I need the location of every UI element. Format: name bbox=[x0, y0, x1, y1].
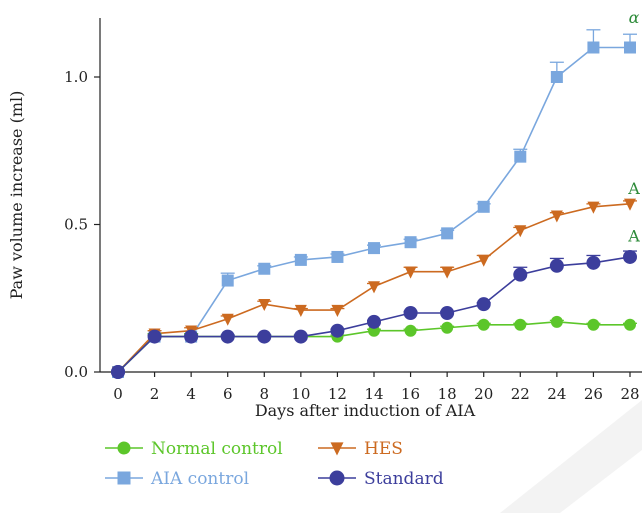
data-point bbox=[404, 324, 417, 337]
x-tick-label: 8 bbox=[260, 385, 270, 403]
legend-item: Standard bbox=[318, 469, 444, 489]
x-tick-label: 6 bbox=[223, 385, 233, 403]
data-point bbox=[258, 298, 271, 312]
data-point bbox=[404, 266, 417, 279]
x-tick-label: 14 bbox=[364, 385, 383, 403]
data-point bbox=[293, 329, 308, 344]
legend-marker bbox=[329, 470, 345, 486]
y-tick-label: 0.5 bbox=[64, 216, 88, 234]
legend-marker bbox=[117, 471, 131, 485]
data-point bbox=[550, 210, 563, 223]
data-point bbox=[586, 255, 601, 270]
legend-label: Normal control bbox=[151, 439, 283, 459]
x-tick-label: 12 bbox=[328, 385, 347, 403]
axis-ticks: 0.00.51.00 2 4 6 8 10 12 14 16 18 20 22 24 26 28 bbox=[64, 68, 639, 403]
data-point bbox=[549, 258, 564, 273]
data-point bbox=[477, 318, 490, 331]
legend-marker bbox=[117, 441, 131, 455]
data-point bbox=[477, 200, 490, 213]
significance-label: A bbox=[627, 226, 640, 245]
legend: Normal control AIA control HES Standard bbox=[105, 439, 444, 489]
data-point bbox=[514, 150, 527, 163]
data-point bbox=[624, 41, 636, 54]
data-point bbox=[367, 314, 381, 329]
legend-marker bbox=[330, 442, 344, 456]
data-point bbox=[404, 236, 417, 249]
data-point bbox=[258, 262, 271, 275]
y-tick-label: 1.0 bbox=[64, 68, 88, 86]
significance-label: α bbox=[629, 8, 640, 27]
x-tick-label: 20 bbox=[474, 385, 493, 403]
x-axis-label: Days after induction of AIA bbox=[255, 401, 476, 420]
x-tick-label: 26 bbox=[584, 385, 603, 403]
legend-label: Standard bbox=[364, 469, 444, 489]
data-point bbox=[624, 318, 636, 331]
data-point bbox=[441, 266, 454, 279]
x-tick-label: 24 bbox=[547, 385, 566, 403]
data-point bbox=[476, 297, 491, 312]
legend-label: HES bbox=[364, 439, 403, 459]
data-point bbox=[294, 304, 307, 317]
data-point bbox=[440, 306, 455, 320]
series-standard bbox=[111, 249, 637, 379]
data-point bbox=[184, 329, 199, 344]
data-point bbox=[220, 329, 235, 344]
legend-item: AIA control bbox=[105, 469, 249, 489]
data-point bbox=[514, 225, 527, 238]
y-tick-label: 0.0 bbox=[64, 363, 88, 381]
data-point bbox=[587, 318, 600, 331]
data-point bbox=[550, 315, 563, 328]
data-point bbox=[331, 304, 344, 317]
x-tick-label: 28 bbox=[620, 385, 639, 403]
data-point bbox=[331, 250, 344, 263]
data-point bbox=[330, 323, 345, 338]
data-point bbox=[441, 227, 454, 240]
x-tick-label: 16 bbox=[401, 385, 420, 403]
data-point bbox=[257, 329, 272, 344]
legend-item: HES bbox=[318, 439, 403, 459]
data-point bbox=[368, 281, 380, 294]
x-tick-label: 0 bbox=[113, 385, 123, 403]
annotations: α A A bbox=[627, 8, 640, 245]
series-hes bbox=[112, 198, 637, 379]
significance-label: A bbox=[627, 179, 640, 198]
y-axis-label: Paw volume increase (ml) bbox=[7, 91, 26, 300]
data-point bbox=[441, 321, 454, 334]
x-tick-label: 2 bbox=[150, 385, 160, 403]
series-group bbox=[111, 29, 637, 379]
legend-label: AIA control bbox=[150, 469, 249, 489]
legend-item: Normal control bbox=[105, 439, 283, 459]
x-tick-label: 18 bbox=[438, 385, 457, 403]
x-tick-label: 22 bbox=[511, 385, 530, 403]
data-point bbox=[477, 254, 490, 267]
data-point bbox=[403, 306, 418, 320]
series-line bbox=[117, 256, 631, 373]
data-point bbox=[623, 249, 637, 264]
data-point bbox=[513, 267, 528, 282]
data-point bbox=[514, 318, 527, 331]
data-point bbox=[221, 274, 234, 287]
x-tick-label: 4 bbox=[186, 385, 196, 403]
data-point bbox=[550, 71, 563, 83]
data-point bbox=[624, 198, 636, 211]
data-point-origin bbox=[111, 365, 125, 379]
data-point bbox=[587, 41, 600, 54]
data-point bbox=[368, 242, 380, 255]
x-tick-label: 10 bbox=[291, 385, 310, 403]
data-point bbox=[587, 201, 600, 214]
data-point bbox=[221, 313, 234, 326]
data-point bbox=[147, 329, 162, 344]
data-point bbox=[294, 253, 307, 266]
